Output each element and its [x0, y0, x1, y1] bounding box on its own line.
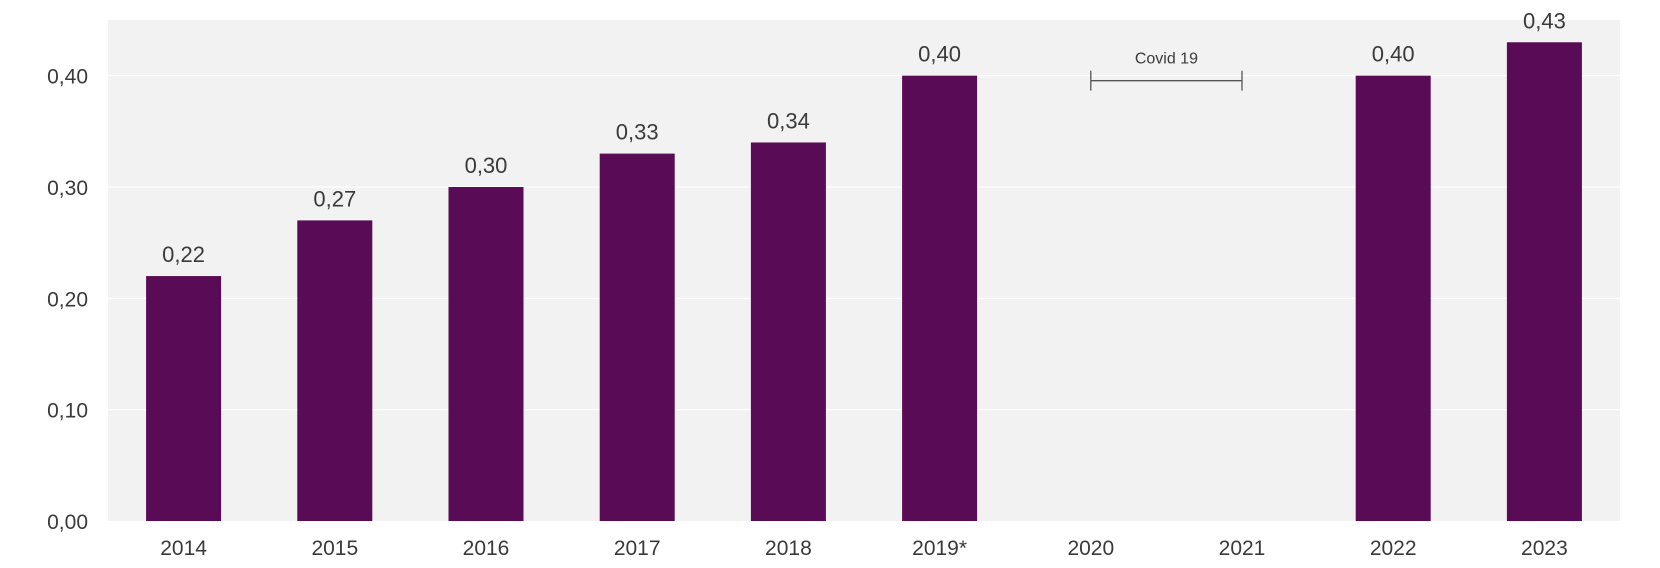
data-label: 0,33 [616, 120, 659, 145]
bar [297, 220, 373, 521]
data-label: 0,27 [313, 186, 356, 211]
x-tick-label: 2018 [765, 537, 812, 560]
data-label: 0,34 [767, 108, 810, 133]
data-label: 0,40 [1372, 42, 1415, 67]
bar [599, 153, 675, 521]
x-tick-label: 2022 [1370, 537, 1417, 560]
data-label: 0,43 [1523, 8, 1566, 33]
y-tick-label: 0,30 [47, 177, 88, 200]
x-tick-label: 2023 [1521, 537, 1568, 560]
x-tick-label: 2014 [160, 537, 207, 560]
x-tick-label: 2020 [1067, 537, 1114, 560]
annotations: Covid 19 [1090, 51, 1243, 91]
data-label: 0,22 [162, 242, 205, 267]
y-tick-label: 0,10 [47, 400, 88, 423]
x-axis-ticks: 2014 2015 2016 2017 2018 2019* 2020 2021 2022 202… [160, 537, 1568, 560]
bar [902, 75, 978, 522]
bar [448, 187, 524, 521]
data-label: 0,40 [918, 42, 961, 67]
x-tick-label: 2017 [614, 537, 661, 560]
x-tick-label: 2016 [463, 537, 510, 560]
data-label: 0,30 [465, 153, 508, 178]
bar [750, 142, 826, 521]
bar [1355, 75, 1431, 522]
x-tick-label: 2015 [311, 537, 358, 560]
x-tick-label: 2021 [1219, 537, 1266, 560]
x-tick-label: 2019* [912, 537, 967, 560]
y-tick-label: 0,00 [47, 511, 88, 534]
bars [146, 42, 1582, 522]
bar [1506, 42, 1582, 522]
covid-annotation-label: Covid 19 [1135, 51, 1198, 68]
bar [146, 276, 222, 521]
y-axis-ticks: 0,00 0,10 0,20 0,30 0,40 [47, 66, 88, 534]
y-tick-label: 0,40 [47, 66, 88, 89]
y-tick-label: 0,20 [47, 288, 88, 311]
value-labels: 0,22 0,27 0,30 0,33 0,34 0,40 0,40 0,43 [162, 8, 1566, 267]
